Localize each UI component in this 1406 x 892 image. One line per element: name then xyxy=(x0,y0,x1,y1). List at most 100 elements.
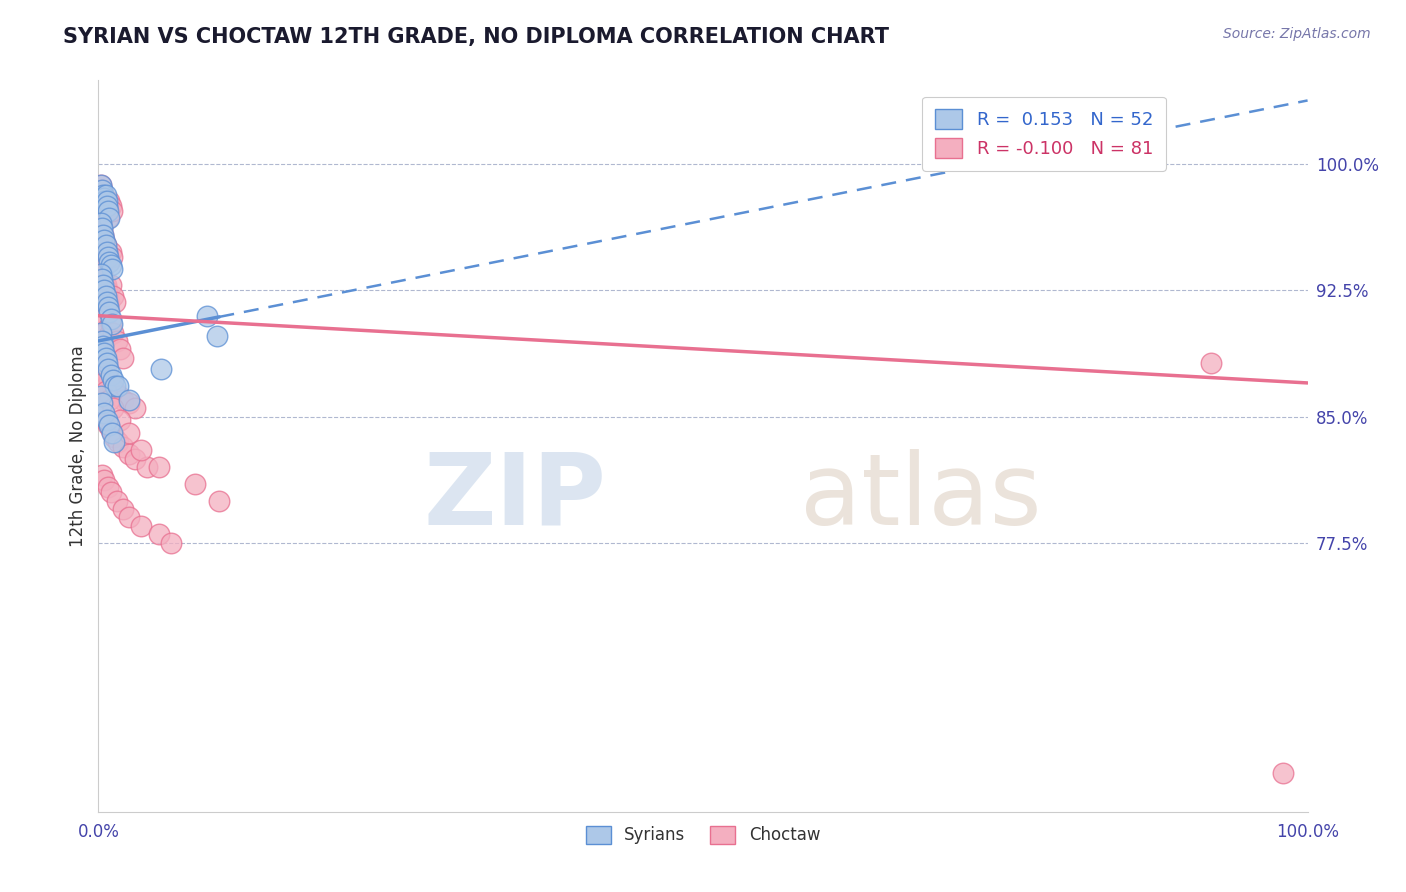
Point xyxy=(98,373,121,387)
Point xyxy=(100,317,122,331)
Point xyxy=(91,221,114,235)
Point xyxy=(150,362,173,376)
Point xyxy=(104,379,127,393)
Point xyxy=(111,351,134,365)
Point xyxy=(94,187,117,202)
Point xyxy=(91,312,114,326)
Point xyxy=(100,261,122,276)
Y-axis label: 12th Grade, No Diploma: 12th Grade, No Diploma xyxy=(69,345,87,547)
Point xyxy=(100,317,122,331)
Point xyxy=(129,519,152,533)
Point xyxy=(91,183,114,197)
Point xyxy=(91,334,114,348)
Point xyxy=(91,396,114,410)
Point xyxy=(93,194,115,209)
Point xyxy=(96,322,118,336)
Point xyxy=(94,199,117,213)
Point xyxy=(96,194,118,209)
Point xyxy=(91,406,114,420)
Legend: Syrians, Choctaw: Syrians, Choctaw xyxy=(579,819,827,851)
Point xyxy=(96,356,118,370)
Point xyxy=(93,191,115,205)
Point xyxy=(97,480,120,494)
Text: SYRIAN VS CHOCTAW 12TH GRADE, NO DIPLOMA CORRELATION CHART: SYRIAN VS CHOCTAW 12TH GRADE, NO DIPLOMA… xyxy=(63,27,889,46)
Point xyxy=(105,493,128,508)
Point xyxy=(96,295,118,310)
Point xyxy=(195,309,218,323)
Point xyxy=(101,288,124,302)
Point xyxy=(118,510,141,524)
Point xyxy=(91,267,114,281)
Point xyxy=(111,502,134,516)
Point xyxy=(97,204,120,219)
Point xyxy=(107,379,129,393)
Point xyxy=(100,250,122,264)
Point xyxy=(100,426,122,441)
Point xyxy=(98,392,121,407)
Point xyxy=(90,178,112,192)
Point xyxy=(93,233,115,247)
Point xyxy=(93,194,115,209)
Text: Source: ZipAtlas.com: Source: ZipAtlas.com xyxy=(1223,27,1371,41)
Point xyxy=(108,389,131,403)
Point xyxy=(91,359,114,373)
Point xyxy=(111,392,134,407)
Point xyxy=(93,406,115,420)
Point xyxy=(100,204,122,219)
Point xyxy=(97,288,120,302)
Point xyxy=(100,312,122,326)
Point xyxy=(94,238,117,252)
Point xyxy=(90,216,112,230)
Point xyxy=(96,204,118,219)
Point xyxy=(90,216,112,230)
Point xyxy=(101,326,124,340)
Point xyxy=(91,271,114,285)
Point xyxy=(101,401,124,416)
Point xyxy=(100,258,122,272)
Point xyxy=(118,426,141,441)
Point xyxy=(100,368,122,382)
Point xyxy=(108,343,131,357)
Point xyxy=(97,329,120,343)
Point xyxy=(103,430,125,444)
Point xyxy=(100,379,122,393)
Point xyxy=(111,440,134,454)
Point xyxy=(97,417,120,432)
Point xyxy=(93,233,115,247)
Point xyxy=(91,376,114,390)
Point xyxy=(148,527,170,541)
Point xyxy=(91,227,114,242)
Point xyxy=(90,389,112,403)
Point xyxy=(104,384,127,399)
Text: atlas: atlas xyxy=(800,449,1042,546)
Point xyxy=(135,460,157,475)
Point xyxy=(118,396,141,410)
Point xyxy=(91,221,114,235)
Point xyxy=(1199,356,1222,370)
Point xyxy=(91,339,114,353)
Point xyxy=(100,244,122,259)
Point xyxy=(148,460,170,475)
Point xyxy=(1272,766,1295,780)
Point xyxy=(90,326,112,340)
Point xyxy=(93,345,115,359)
Point xyxy=(91,468,114,483)
Point xyxy=(96,199,118,213)
Point xyxy=(96,244,118,259)
Point xyxy=(100,423,122,437)
Point xyxy=(91,187,114,202)
Point xyxy=(96,244,118,259)
Point xyxy=(91,183,114,197)
Point xyxy=(184,476,207,491)
Point xyxy=(96,368,118,382)
Point xyxy=(100,485,122,500)
Point xyxy=(98,194,121,209)
Point xyxy=(105,334,128,348)
Point xyxy=(90,261,112,276)
Point xyxy=(90,178,112,192)
Point xyxy=(100,278,122,293)
Point xyxy=(93,284,115,298)
Point xyxy=(94,413,117,427)
Point xyxy=(97,250,120,264)
Point xyxy=(93,362,115,376)
